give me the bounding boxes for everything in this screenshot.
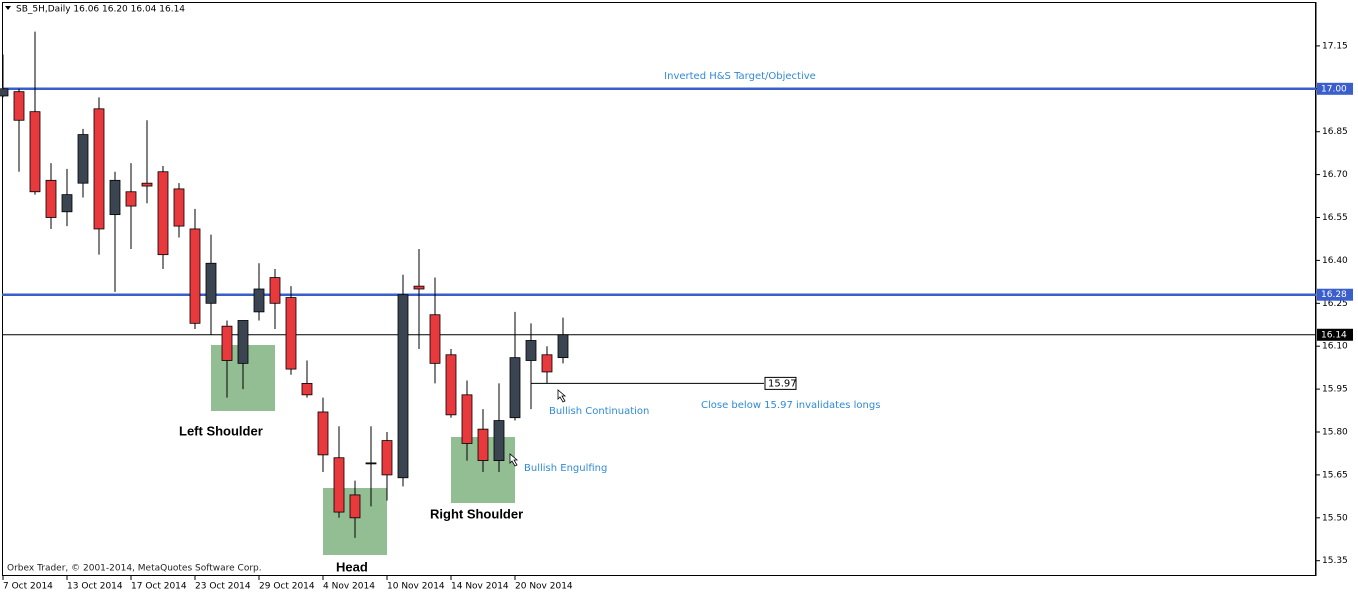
candle-body <box>141 182 153 187</box>
y-tick-label: 15.50 <box>1322 513 1348 523</box>
candle-body <box>381 440 393 476</box>
x-tick-label: 17 Oct 2014 <box>131 582 187 592</box>
candle-body <box>109 179 121 216</box>
candle-body <box>29 111 41 193</box>
y-tick-label: 16.85 <box>1322 127 1348 137</box>
candle-body <box>557 334 569 359</box>
annotation: Left Shoulder <box>179 423 263 438</box>
y-tick-label: 16.55 <box>1322 213 1348 223</box>
level-label-box <box>764 376 797 390</box>
candle-body <box>333 457 345 513</box>
candle-body <box>269 277 281 304</box>
x-tick-label: 29 Oct 2014 <box>259 582 315 592</box>
x-tick-label: 14 Nov 2014 <box>451 582 509 592</box>
price-label-box <box>1317 82 1353 95</box>
candle-body <box>509 357 521 419</box>
menu-triangle[interactable] <box>5 6 11 10</box>
candle-body <box>445 354 457 416</box>
candle-body <box>413 285 425 290</box>
candle-body <box>173 188 185 227</box>
candle-body <box>77 134 89 184</box>
annotation: Close below 15.97 invalidates longs <box>701 400 880 411</box>
candle-body <box>429 314 441 364</box>
candle-body <box>285 297 297 370</box>
candle-body <box>493 420 505 461</box>
y-tick-label: 16.40 <box>1322 256 1348 266</box>
candle-body <box>397 294 409 479</box>
x-tick-label: 10 Nov 2014 <box>387 582 445 592</box>
x-tick-label: 23 Oct 2014 <box>195 582 251 592</box>
candle-body <box>221 325 233 361</box>
candle-body <box>205 262 217 304</box>
candle-body <box>189 228 201 324</box>
price-label: 17.00 <box>1321 84 1347 94</box>
annotation: Inverted H&S Target/Objective <box>664 71 816 82</box>
annotation: Head <box>336 559 368 574</box>
price-label: 16.14 <box>1321 330 1347 340</box>
annotation: Bullish Continuation <box>549 406 649 417</box>
candle-body <box>477 428 489 462</box>
arrow-icon <box>557 389 567 403</box>
candle-body <box>525 340 537 361</box>
candle-body <box>461 394 473 444</box>
annotation: Bullish Engulfing <box>524 463 607 474</box>
candle-body <box>541 354 553 373</box>
price-label-box <box>1317 328 1353 341</box>
candle-body <box>365 462 377 465</box>
candle-body <box>0 88 9 97</box>
candle-body <box>61 194 73 213</box>
y-tick-label: 15.95 <box>1322 385 1348 395</box>
chart-title: SB_5H,Daily 16.06 16.20 16.04 16.14 <box>16 5 185 15</box>
x-tick-label: 20 Nov 2014 <box>515 582 573 592</box>
level-label: 15.97 <box>768 378 797 389</box>
plot-frame <box>2 2 1316 576</box>
x-tick-label: 7 Oct 2014 <box>3 582 53 592</box>
watermark: Orbex Trader, © 2001-2014, MetaQuotes So… <box>7 564 262 574</box>
y-tick-label: 16.70 <box>1322 170 1348 180</box>
annotation: Right Shoulder <box>430 506 523 521</box>
candle-body <box>253 288 265 313</box>
candle-body <box>93 108 105 230</box>
x-tick-label: 13 Oct 2014 <box>67 582 123 592</box>
candle-body <box>13 91 25 121</box>
candle-body <box>237 320 249 364</box>
y-tick-label: 15.35 <box>1322 556 1348 566</box>
candle-body <box>349 494 361 519</box>
arrow-icon <box>509 453 519 467</box>
candle-body <box>45 179 57 218</box>
candle-body <box>317 411 329 456</box>
y-tick-label: 16.25 <box>1322 299 1348 309</box>
candle-body <box>157 171 169 256</box>
x-tick-label: 4 Nov 2014 <box>323 582 375 592</box>
price-label-box <box>1317 288 1353 301</box>
y-tick-label: 16.10 <box>1322 342 1348 352</box>
y-tick-label: 15.65 <box>1322 470 1348 480</box>
y-tick-label: 17.15 <box>1322 41 1348 51</box>
candle-body <box>301 382 313 396</box>
candle-body <box>125 191 137 207</box>
price-label: 16.28 <box>1321 290 1347 300</box>
y-tick-label: 15.80 <box>1322 428 1348 438</box>
